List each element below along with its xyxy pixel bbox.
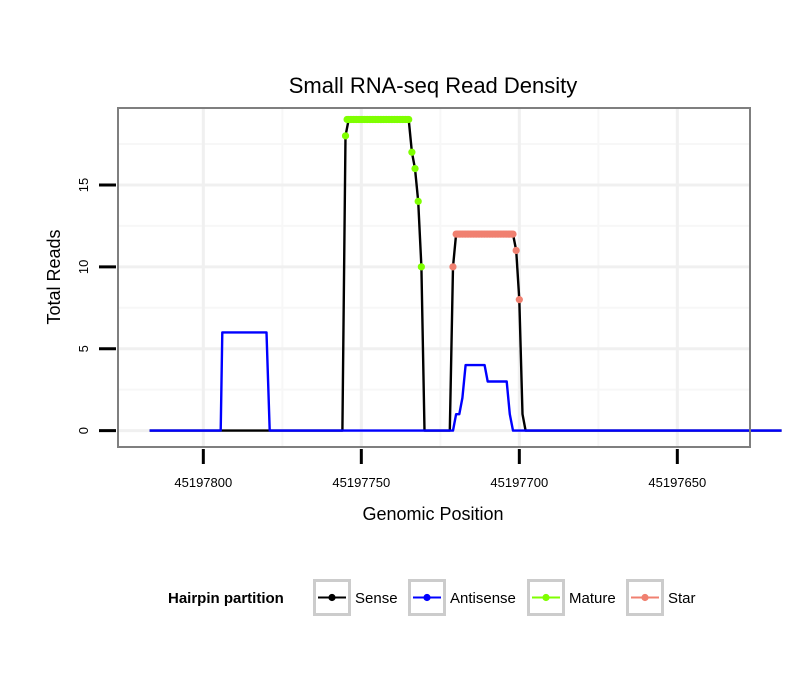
grid [118, 108, 750, 447]
legend-title: Hairpin partition [168, 590, 284, 607]
series-line-sense [149, 118, 782, 432]
data-point-star [512, 246, 520, 255]
legend-key-point [641, 593, 649, 602]
legend-item-mature: Mature [527, 579, 616, 616]
y-axis-title: Total Reads [44, 229, 64, 324]
plot-border [117, 107, 751, 448]
x-tick-label: 45197750 [332, 475, 390, 490]
data-point-star [515, 296, 523, 304]
y-tick-label: 5 [76, 345, 91, 352]
legend-label-mature: Mature [569, 590, 616, 607]
data-point-mature [411, 164, 419, 173]
legend-key-point [328, 593, 336, 602]
legend: Hairpin partition Sense Antisense Mature St… [168, 579, 696, 616]
y-tick-label: 0 [76, 427, 91, 434]
data-point-star [509, 230, 517, 238]
data-point-mature [408, 148, 416, 156]
legend-label-star: Star [668, 590, 696, 607]
legend-item-antisense: Antisense [408, 579, 516, 616]
y-axis-ticks: 0 5 10 15 [76, 178, 116, 434]
series-lines [149, 118, 782, 432]
x-axis-ticks: 45197800 45197750 45197700 45197650 [174, 449, 706, 490]
legend-item-sense: Sense [313, 579, 398, 616]
y-tick-label: 10 [76, 260, 91, 274]
y-tick-label: 15 [76, 178, 91, 192]
x-tick-label: 45197650 [648, 475, 706, 490]
legend-item-star: Star [626, 579, 696, 616]
data-point-mature [414, 197, 422, 205]
x-tick-label: 45197800 [174, 475, 232, 490]
data-point-mature [417, 263, 425, 271]
legend-label-antisense: Antisense [450, 590, 516, 607]
legend-key-point [542, 593, 550, 602]
legend-key-point [423, 593, 431, 602]
x-tick-label: 45197700 [490, 475, 548, 490]
series-points [341, 115, 523, 304]
legend-label-sense: Sense [355, 590, 398, 607]
chart-title: Small RNA-seq Read Density [289, 73, 578, 98]
data-point-mature [341, 132, 350, 140]
x-axis-title: Genomic Position [362, 504, 503, 524]
series-line-antisense [149, 331, 782, 432]
data-point-star [449, 263, 457, 271]
data-point-mature [405, 115, 413, 124]
